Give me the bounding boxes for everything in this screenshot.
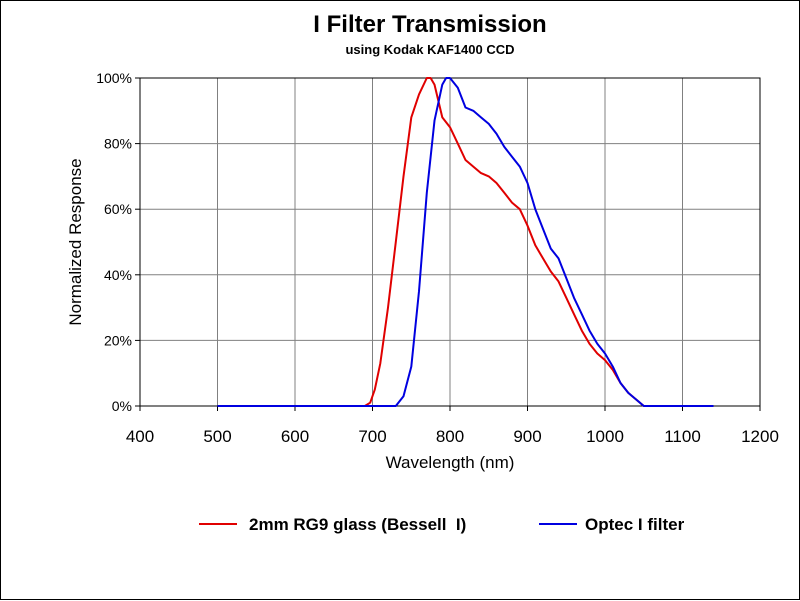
- legend-label-optec: Optec I filter: [585, 515, 685, 534]
- y-axis-label: Normalized Response: [66, 158, 85, 325]
- x-axis-label: Wavelength (nm): [386, 453, 515, 472]
- legend-label-rg9: 2mm RG9 glass (Bessell I): [249, 515, 466, 534]
- chart-title: I Filter Transmission: [313, 11, 546, 38]
- x-tick-label: 1100: [664, 427, 701, 446]
- x-tick-label: 500: [203, 427, 231, 446]
- series-line-rg9: [217, 77, 714, 407]
- x-tick-label: 900: [513, 427, 541, 446]
- x-tick-label: 1200: [741, 427, 779, 446]
- x-tick-label: 800: [436, 427, 464, 446]
- series-lines: [217, 77, 714, 407]
- y-axis-ticks: 0% 20% 40% 60% 80% 100%: [96, 70, 140, 414]
- chart-subtitle: using Kodak KAF1400 CCD: [345, 42, 514, 57]
- y-tick-label: 100%: [96, 70, 132, 86]
- x-tick-label: 400: [126, 427, 154, 446]
- y-tick-label: 80%: [104, 136, 132, 152]
- series-line-optec: [217, 77, 714, 407]
- y-tick-label: 60%: [104, 201, 132, 217]
- x-tick-label: 700: [358, 427, 386, 446]
- x-tick-label: 600: [281, 427, 309, 446]
- x-axis-ticks: 400 500 600 700 800 900 1000 1100 1200: [126, 406, 779, 446]
- y-tick-label: 40%: [104, 267, 132, 283]
- y-tick-label: 20%: [104, 332, 132, 348]
- legend: 2mm RG9 glass (Bessell I) Optec I filter: [199, 515, 685, 534]
- x-tick-label: 1000: [586, 427, 624, 446]
- y-tick-label: 0%: [112, 398, 132, 414]
